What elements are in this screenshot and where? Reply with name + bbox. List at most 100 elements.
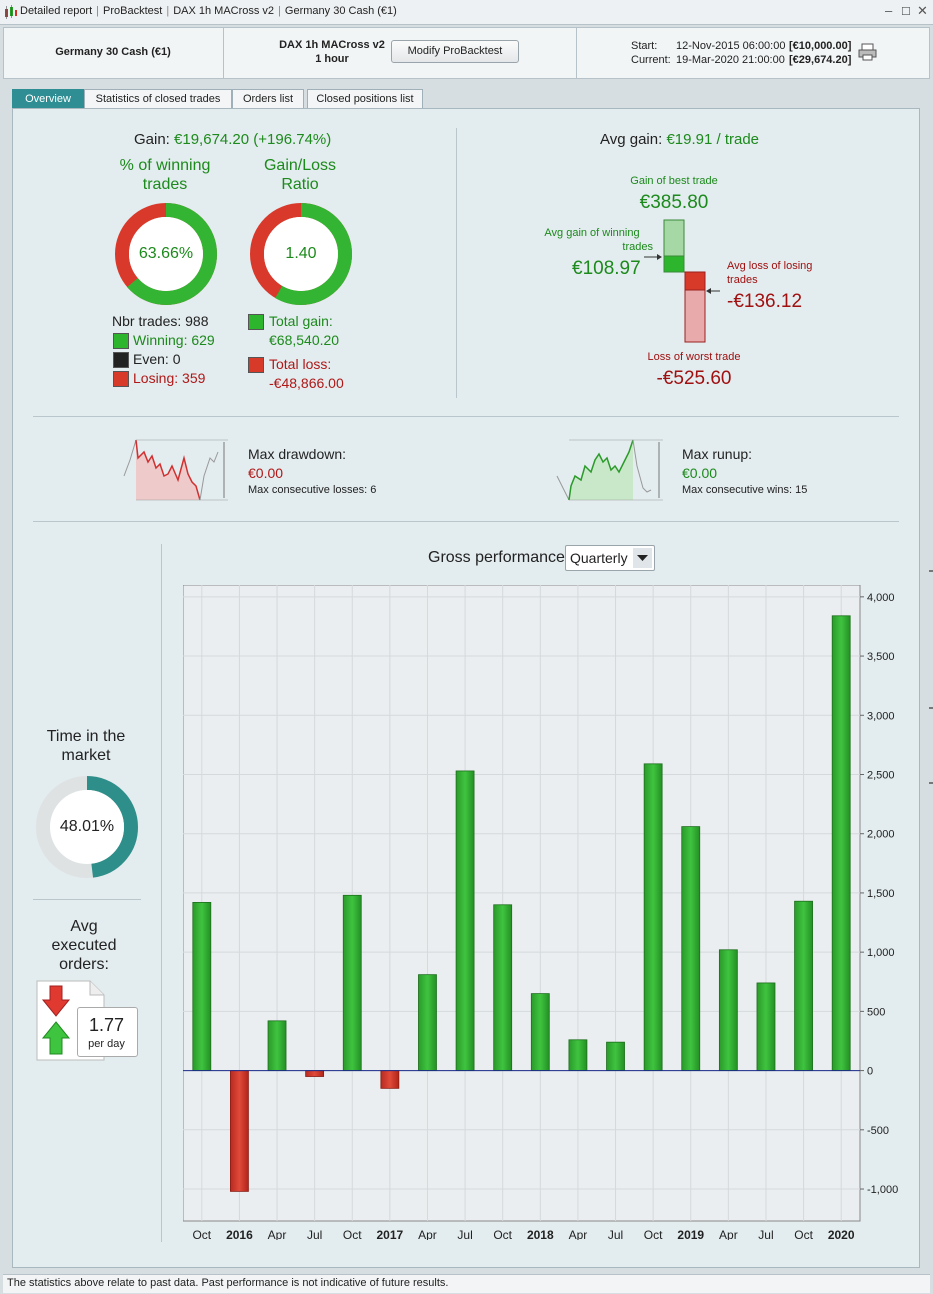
time-in-market-value: 48.01% xyxy=(59,818,115,835)
disclaimer-text: The statistics above relate to past data… xyxy=(7,1277,449,1289)
x-tick-label: Oct xyxy=(343,1228,362,1240)
x-tick-label: Jul xyxy=(307,1228,322,1240)
candlestick-app-icon xyxy=(5,5,17,19)
x-tick-label: 2018 xyxy=(527,1228,554,1240)
printer-icon[interactable] xyxy=(858,43,878,61)
max-consecutive-losses: Max consecutive losses: 6 xyxy=(248,484,377,496)
worst-trade-label: Loss of worst trade xyxy=(647,351,741,363)
performance-bar xyxy=(831,615,851,1071)
gain-label: Gain: xyxy=(134,131,170,148)
start-label: Start: xyxy=(631,40,658,52)
winning-trades-pct: 63.66% xyxy=(138,245,194,262)
chevron-down-icon[interactable] xyxy=(633,548,652,568)
total-gain-label: Total gain: xyxy=(269,313,333,329)
y-tick-label: 4,000 xyxy=(867,592,895,604)
avg-win-value: €108.97 xyxy=(572,258,641,279)
x-tick-label: Jul xyxy=(758,1228,773,1240)
title-bar: Detailed report | ProBacktest | DAX 1h MACro… xyxy=(0,0,933,25)
performance-bar xyxy=(418,974,437,1071)
gain-loss-ratio-donut xyxy=(250,203,352,305)
max-consecutive-wins: Max consecutive wins: 15 xyxy=(682,484,808,496)
start-date: 12-Nov-2015 06:00:00 xyxy=(676,40,786,52)
breadcrumb-strategy[interactable]: DAX 1h MACross v2 xyxy=(173,5,275,17)
close-icon[interactable]: ✕ xyxy=(917,3,928,18)
time-in-market-label-1: Time in the xyxy=(46,728,126,745)
tab-closed-positions-list[interactable]: Closed positions list xyxy=(307,89,423,109)
x-tick-label: 2020 xyxy=(828,1228,855,1240)
x-tick-label: 2017 xyxy=(377,1228,404,1240)
performance-bar xyxy=(455,770,475,1071)
trade-range-bars xyxy=(644,219,720,343)
x-tick-label: Oct xyxy=(192,1228,211,1240)
tab-statistics-closed-trades[interactable]: Statistics of closed trades xyxy=(84,89,232,109)
divider xyxy=(161,544,162,1242)
tab-overview[interactable]: Overview xyxy=(12,89,84,109)
breadcrumb-probacktest[interactable]: ProBacktest xyxy=(103,5,163,17)
time-in-market-label-2: market xyxy=(61,747,111,764)
performance-bar xyxy=(493,904,513,1071)
avg-orders-unit: per day xyxy=(88,1038,125,1050)
performance-bar xyxy=(342,894,362,1071)
breadcrumb-detailed-report[interactable]: Detailed report xyxy=(20,5,93,17)
tab-orders-list[interactable]: Orders list xyxy=(232,89,304,109)
instrument-name: Germany 30 Cash (€1) xyxy=(55,46,171,58)
minimize-icon[interactable]: – xyxy=(885,3,893,18)
modify-probacktest-button[interactable]: Modify ProBacktest xyxy=(391,40,519,63)
strategy-timeframe: 1 hour xyxy=(315,53,349,65)
total-gain-value: €68,540.20 xyxy=(269,332,340,348)
total-loss-value: -€48,866.00 xyxy=(269,375,344,391)
avg-loss-value: -€136.12 xyxy=(727,291,803,312)
divider xyxy=(33,416,899,417)
losing-swatch xyxy=(113,371,129,387)
y-tick-label: 3,500 xyxy=(867,651,895,663)
current-capital: [€29,674.20] xyxy=(789,54,852,66)
time-in-market-donut xyxy=(36,776,138,878)
current-date: 19-Mar-2020 21:00:00 xyxy=(676,54,785,66)
gain-loss-ratio-value: 1.40 xyxy=(285,245,317,262)
avg-orders-label-3: orders: xyxy=(59,956,109,973)
nbr-trades: Nbr trades: 988 xyxy=(112,313,209,329)
divider xyxy=(33,899,141,900)
breadcrumb-instrument[interactable]: Germany 30 Cash (€1) xyxy=(284,5,397,17)
runup-sparkline xyxy=(556,439,663,501)
performance-bar xyxy=(794,900,813,1071)
performance-bar xyxy=(756,982,776,1071)
max-drawdown-label: Max drawdown: xyxy=(248,446,347,462)
avg-orders-value: 1.77 xyxy=(88,1015,125,1035)
losing-count: Losing: 359 xyxy=(133,370,206,386)
gross-performance-chart: 4,000 3,500 3,000 2,500 2,000 1,500 1,000 500 0 -… xyxy=(183,585,898,1240)
avg-win-label-2: trades xyxy=(622,241,653,253)
gain-summary: Gain: €19,674.20 (+196.74%) xyxy=(134,131,331,148)
y-tick-label: 0 xyxy=(867,1066,873,1078)
report-header: Germany 30 Cash (€1) DAX 1h MACross v2 1… xyxy=(3,27,930,79)
y-tick-label: 1,000 xyxy=(867,947,895,959)
avg-orders-box xyxy=(77,1007,138,1057)
best-trade-value: €385.80 xyxy=(639,192,709,213)
maximize-icon[interactable]: ☐ xyxy=(901,6,911,18)
even-swatch xyxy=(113,352,129,368)
max-runup-value: €0.00 xyxy=(682,465,718,481)
performance-bar xyxy=(230,1070,249,1192)
x-tick-label: Apr xyxy=(418,1228,437,1240)
performance-bar xyxy=(530,993,550,1071)
gross-performance-label: Gross performance xyxy=(428,549,565,566)
period-select-value: Quarterly xyxy=(570,550,628,566)
performance-bar xyxy=(718,949,738,1071)
x-tick-label: Oct xyxy=(644,1228,663,1240)
max-runup-label: Max runup: xyxy=(682,446,753,462)
winning-trades-donut xyxy=(115,203,217,305)
x-tick-label: 2016 xyxy=(226,1228,253,1240)
gain-loss-ratio-label-1: Gain/Loss xyxy=(263,157,337,174)
performance-bar xyxy=(305,1070,325,1077)
total-gain-swatch xyxy=(248,314,264,330)
even-count: Even: 0 xyxy=(133,351,181,367)
period-select[interactable]: Quarterly xyxy=(565,545,655,571)
x-tick-label: Apr xyxy=(268,1228,287,1240)
avg-orders-label-2: executed xyxy=(51,937,117,954)
performance-bar xyxy=(643,763,663,1071)
y-tick-label: 2,000 xyxy=(867,829,895,841)
performance-bar xyxy=(192,902,212,1071)
y-tick-label: -1,000 xyxy=(867,1184,898,1196)
breadcrumb: Detailed report | ProBacktest | DAX 1h MACro… xyxy=(20,5,397,17)
avg-loss-label-2: trades xyxy=(727,274,758,286)
